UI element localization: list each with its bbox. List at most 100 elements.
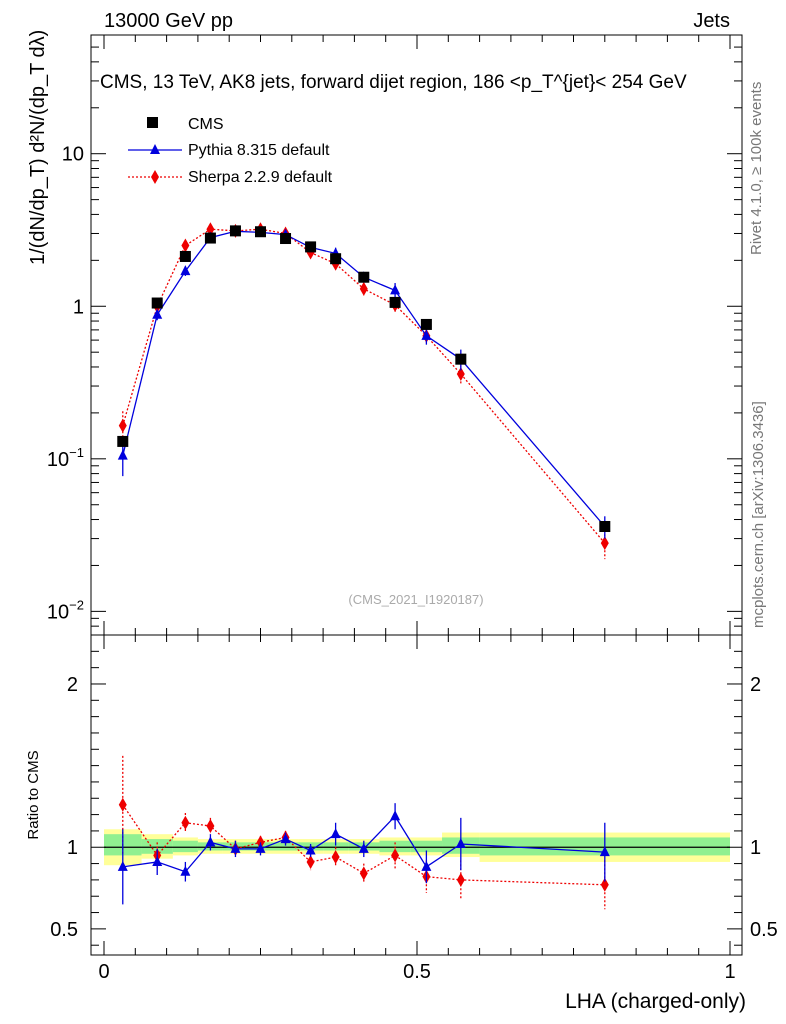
ratio-band-inner-6: [273, 842, 299, 851]
main-cms-point-10: [389, 296, 401, 308]
legend-sherpa-label: Sherpa 2.2.9 default: [188, 169, 333, 186]
main-sherpa-line: [122, 228, 606, 544]
main-pythia-point-10: [390, 284, 401, 295]
ratio-pythia-point-12: [455, 837, 466, 848]
legend: CMS Pythia 8.315 default Sherpa 2.2.9 de…: [128, 116, 333, 186]
main-y-label-text: 1/(dN/dp_T) d²N/(dp_T dλ): [27, 30, 49, 265]
legend-pythia-label: Pythia 8.315 default: [188, 142, 330, 159]
ratio-sherpa-point-2: [181, 815, 190, 830]
main-cms-point-11: [420, 318, 432, 330]
ratio-pythia-point-13: [599, 846, 610, 857]
main-sherpa-point-13: [600, 536, 609, 551]
main-y-label-content: 1/(dN/dp_T) d²N/(dp_T dλ): [27, 30, 49, 265]
legend-cms-marker: [147, 117, 158, 128]
ratio-band-inner-8: [323, 842, 349, 851]
main-ytick-exp-1: −1: [69, 445, 84, 460]
ratio-sherpa-line: [122, 804, 605, 886]
ratio-pythia-point-3: [205, 836, 216, 847]
mcplots-text: mcplots.cern.ch [arXiv:1306.3436]: [750, 401, 767, 628]
ratio-pythia-point-1: [152, 855, 163, 866]
ratio-xtick-label-0: 0: [98, 961, 109, 983]
legend-cms-label: CMS: [188, 116, 224, 133]
main-ytick-base-0: 10: [47, 601, 69, 623]
ratio-sherpa-point-9: [359, 866, 368, 881]
main-ytick-base-2: 1: [73, 296, 84, 318]
ratio-sherpa-point-10: [391, 848, 400, 863]
ratio-sherpa-point-3: [206, 819, 215, 834]
ratio-ytick-label-2: 2: [67, 674, 78, 696]
main-cms-point-12: [455, 353, 467, 365]
ratio-bands: [104, 829, 730, 866]
chart-title-text: CMS, 13 TeV, AK8 jets, forward dijet reg…: [100, 72, 687, 93]
ratio-frame: [90, 634, 743, 956]
legend-sherpa-marker: [151, 170, 159, 184]
ratio-pythia-point-11: [421, 860, 432, 871]
ratio-axes: 0.5 0.5 1 1 2 2 0 0.5 1: [50, 635, 778, 983]
main-pythia-point-2: [180, 265, 191, 276]
ratio-pythia-point-0: [117, 860, 128, 871]
ratio-plot: 0.5 0.5 1 1 2 2 0 0.5 1 Ratio to CMS LHA (charge…: [25, 634, 778, 1013]
main-sherpa-point-9: [359, 281, 368, 296]
main-ytick-label-3: 10: [62, 144, 84, 166]
chart-title: CMS, 13 TeV, AK8 jets, forward dijet reg…: [100, 72, 687, 93]
main-cms-point-9: [358, 271, 370, 283]
ratio-sherpa-point-12: [456, 872, 465, 887]
main-cms-point-0: [117, 435, 129, 447]
ratio-pythia-point-5: [255, 842, 266, 853]
ratio-y-label: Ratio to CMS: [25, 750, 42, 839]
main-cms-point-4: [229, 225, 241, 237]
x-axis-label: LHA (charged-only): [565, 990, 746, 1013]
ratio-ytick-label-0: 0.5: [50, 919, 78, 941]
main-series: [117, 222, 611, 560]
ratio-pythia-point-4: [230, 842, 241, 853]
ratio-sherpa-point-0: [118, 797, 127, 812]
ratio-pythia-point-6: [280, 833, 291, 844]
header-left: 13000 GeV pp: [104, 10, 233, 32]
main-cms-point-1: [151, 297, 163, 309]
rivet-version-text: Rivet 4.1.0, ≥ 100k events: [748, 82, 765, 255]
main-cms-point-2: [179, 250, 191, 262]
ratio-ytick-label-1: 1: [67, 837, 78, 859]
ratio-pythia-point-9: [358, 842, 369, 853]
ratio-sherpa-point-8: [331, 850, 340, 865]
ratio-xtick-label-1: 0.5: [403, 961, 431, 983]
ratio-pythia-point-8: [330, 828, 341, 839]
main-pythia-point-0: [117, 449, 128, 460]
main-sherpa-point-12: [456, 366, 465, 381]
main-sherpa-point-2: [181, 238, 190, 253]
ratio-ytick-label-right-2: 2: [750, 674, 761, 696]
main-ytick-base-3: 10: [62, 144, 84, 166]
ratio-ytick-label-right-0: 0.5: [750, 919, 778, 941]
main-cms-point-8: [330, 253, 342, 265]
main-ytick-label-0: 10−2: [47, 597, 84, 623]
main-cms-point-3: [204, 232, 216, 244]
ratio-series: [117, 755, 610, 910]
ratio-band-inner-11: [410, 840, 443, 853]
ratio-sherpa-point-13: [600, 877, 609, 892]
main-sherpa-point-0: [118, 418, 127, 433]
main-ytick-label-1: 10−1: [47, 445, 84, 471]
legend-pythia-marker: [150, 144, 160, 154]
main-cms-point-5: [255, 226, 266, 238]
ratio-pythia-point-7: [305, 844, 316, 855]
analysis-tag: (CMS_2021_I1920187): [348, 592, 483, 607]
ratio-xtick-label-2: 1: [724, 961, 735, 983]
main-pythia-point-11: [421, 329, 432, 340]
main-cms-point-7: [305, 241, 317, 253]
ratio-band-inner-2: [172, 840, 198, 853]
header-right: Jets: [693, 10, 730, 32]
main-cms-point-13: [599, 521, 611, 533]
main-cms-point-6: [280, 233, 292, 245]
ratio-pythia-line: [122, 815, 605, 873]
ratio-sherpa-point-7: [306, 854, 315, 869]
ratio-pythia-point-10: [390, 810, 401, 821]
main-ytick-base-1: 10: [47, 449, 69, 471]
main-ytick-label-2: 1: [73, 296, 84, 318]
ratio-ytick-label-right-1: 1: [750, 837, 761, 859]
main-pythia-point-1: [152, 308, 163, 319]
ratio-pythia-point-2: [180, 865, 191, 876]
main-y-label: 1/(dN/dp_T) d²N/(dp_T dλ): [27, 30, 49, 265]
